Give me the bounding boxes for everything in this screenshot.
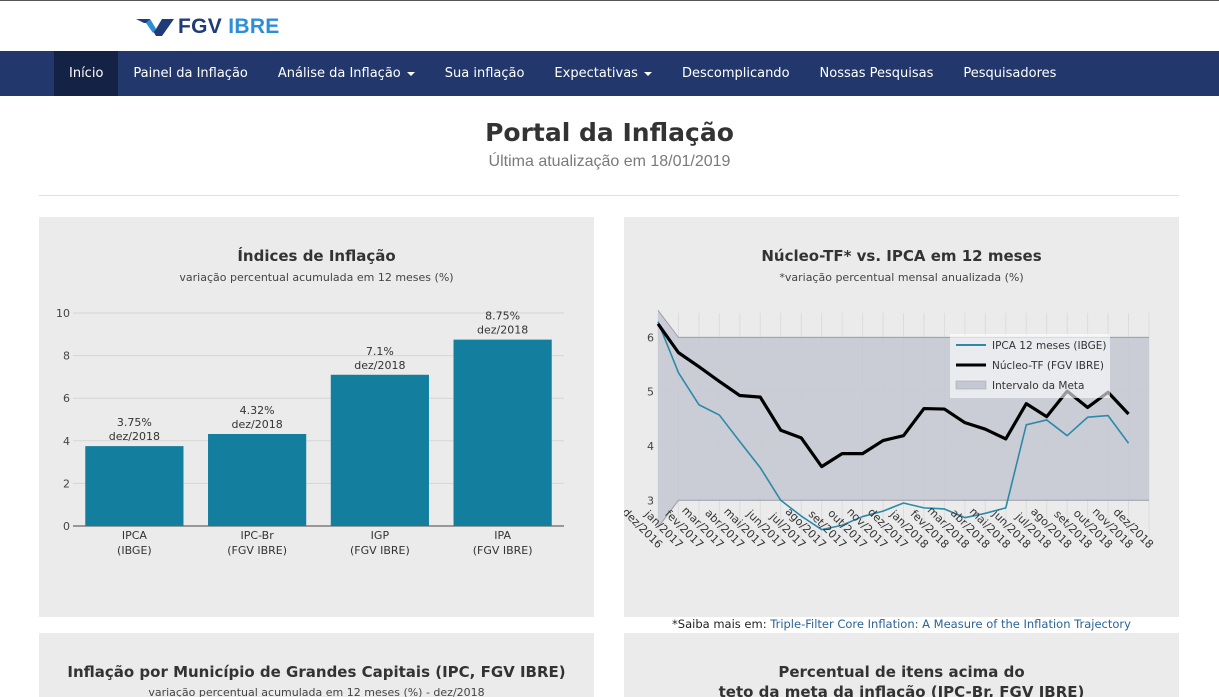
ipca-line (657, 321, 1130, 531)
x-tick-label: (IBGE) (117, 544, 152, 557)
bar-value-label: 7.1% (366, 345, 394, 358)
nav-item-label: Pesquisadores (963, 66, 1057, 81)
logo-fgv: FGV (178, 15, 223, 38)
chart-legend: IPCA 12 meses (IBGE) Núcleo-TF (FGV IBRE)… (950, 334, 1110, 398)
legend-nucleo-label: Núcleo-TF (FGV IBRE) (992, 360, 1104, 372)
logo-text: FGV IBRE (178, 15, 280, 39)
nav-item-inicio[interactable]: Início (54, 51, 119, 96)
nucleo-line (656, 322, 1130, 469)
footnote: *Saiba mais em: Triple-Filter Core Infla… (624, 617, 1179, 631)
chevron-down-icon (406, 71, 415, 76)
nav-item-label: Nossas Pesquisas (819, 66, 934, 81)
panel-title-line-2: teto da meta da inflação (IPC-Br, FGV IB… (718, 683, 1085, 697)
y-tick-label: 3 (647, 494, 654, 507)
legend-band-label: Intervalo da Meta (992, 380, 1084, 392)
x-tick-label: IGP (371, 529, 390, 542)
x-tick-label: (FGV IBRE) (473, 544, 533, 557)
main-navbar: Início Painel da Inflação Análise da Inf… (0, 51, 1219, 96)
footnote-prefix: *Saiba mais em: (672, 617, 771, 631)
x-tick-label: (FGV IBRE) (227, 544, 287, 557)
panel-title: Inflação por Município de Grandes Capita… (67, 663, 566, 681)
panel-subtitle: *variação percentual mensal anualizada (… (779, 271, 1024, 284)
panel-title: Núcleo-TF* vs. IPCA em 12 meses (761, 247, 1042, 265)
y-tick-label: 4 (63, 435, 70, 448)
y-tick-label: 6 (63, 392, 70, 405)
bar-date-label: dez/2018 (109, 430, 160, 443)
y-tick-label: 10 (56, 307, 70, 320)
nav-item-label: Descomplicando (681, 66, 790, 81)
top-header: FGV IBRE (0, 0, 1219, 51)
x-tick-label: IPA (494, 529, 511, 542)
y-tick-label: 8 (63, 350, 70, 363)
x-tick-label: IPC-Br (241, 529, 275, 542)
nucleo-ipca-line-chart: 3456dez/2016jan/2017fev/2017mar/2017abr/… (624, 309, 1156, 551)
inflation-index-panel: Índices de Inflação variação percentual … (39, 217, 594, 617)
nav-item-label: Início (69, 66, 104, 81)
band-lower-edge (657, 499, 1149, 528)
panel-title-line-1: Percentual de itens acima do (778, 663, 1025, 681)
logo-ibre: IBRE (228, 15, 280, 38)
legend-band-swatch (955, 380, 987, 390)
fgv-ibre-logo[interactable]: FGV IBRE (136, 15, 280, 39)
y-tick-label: 5 (647, 386, 654, 399)
footnote-link[interactable]: Triple-Filter Core Inflation: A Measure … (770, 617, 1131, 631)
nav-item-pesquisas[interactable]: Nossas Pesquisas (805, 51, 949, 96)
y-tick-label: 0 (63, 520, 70, 533)
bar (330, 374, 429, 526)
bar (453, 339, 552, 526)
nav-item-sua-inflacao[interactable]: Sua inflação (430, 51, 540, 96)
municipal-inflation-panel: Inflação por Município de Grandes Capita… (39, 633, 594, 697)
nav-item-label: Painel da Inflação (133, 66, 248, 81)
divider (39, 195, 1179, 196)
x-tick-label: (FGV IBRE) (350, 544, 410, 557)
logo-mark-icon (136, 19, 174, 36)
panel-subtitle: variação percentual acumulada em 12 mese… (179, 271, 454, 284)
page-title: Portal da Inflação (485, 118, 734, 147)
last-update-text: Última atualização em 18/01/2019 (488, 153, 731, 170)
bar-date-label: dez/2018 (232, 418, 283, 431)
nav-item-pesquisadores[interactable]: Pesquisadores (948, 51, 1071, 96)
x-tick-label: IPCA (122, 529, 148, 542)
bar-value-label: 3.75% (117, 416, 152, 429)
bar-value-label: 4.32% (240, 404, 275, 417)
inflation-bar-chart: 02468103.75%dez/2018IPCA(IBGE)4.32%dez/2… (56, 307, 564, 557)
nav-item-label: Sua inflação (444, 66, 525, 81)
bar-date-label: dez/2018 (477, 324, 528, 337)
y-tick-label: 6 (647, 331, 654, 344)
bar (208, 433, 307, 526)
chevron-down-icon (643, 71, 652, 76)
items-above-target-panel: Percentual de itens acima do teto da met… (624, 633, 1179, 697)
panel-subtitle: variação percentual acumulada em 12 mese… (148, 686, 485, 697)
bar (85, 446, 184, 526)
nav-item-descomplicando[interactable]: Descomplicando (667, 51, 805, 96)
nav-item-label: Expectativas (554, 66, 638, 81)
nucleo-vs-ipca-panel: Núcleo-TF* vs. IPCA em 12 meses *variaçã… (624, 217, 1179, 617)
bar-value-label: 8.75% (485, 310, 520, 323)
nav-item-painel[interactable]: Painel da Inflação (118, 51, 262, 96)
y-tick-label: 4 (647, 440, 654, 453)
legend-ipca-label: IPCA 12 meses (IBGE) (992, 340, 1107, 352)
panel-title: Índices de Inflação (237, 247, 396, 265)
bar-date-label: dez/2018 (354, 359, 405, 372)
nav-menu: Início Painel da Inflação Análise da Inf… (54, 51, 1071, 96)
nav-item-analise[interactable]: Análise da Inflação (263, 51, 430, 96)
nav-item-label: Análise da Inflação (277, 66, 401, 81)
y-tick-label: 2 (63, 477, 70, 490)
nav-item-expectativas[interactable]: Expectativas (539, 51, 667, 96)
